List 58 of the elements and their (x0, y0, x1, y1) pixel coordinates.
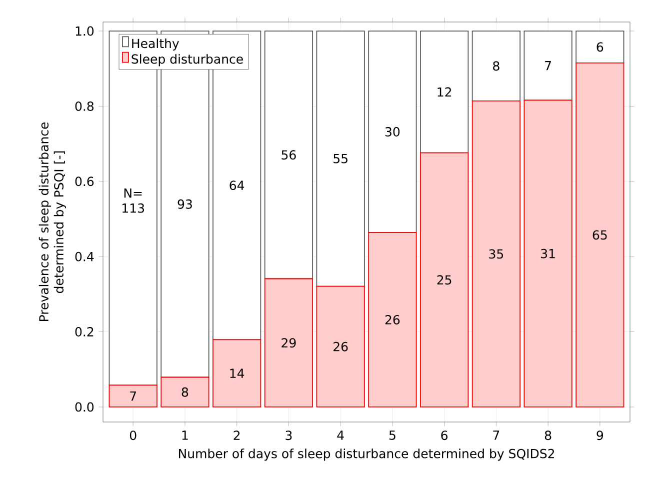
bar (420, 30, 469, 154)
annotation: 25 (437, 275, 452, 285)
bar (472, 100, 520, 408)
bar (576, 62, 624, 408)
annotation: 7 (545, 61, 551, 70)
bar (524, 30, 572, 101)
bar (160, 376, 210, 408)
annotation: 35 (489, 249, 504, 259)
bar (420, 152, 469, 408)
bar (264, 278, 314, 408)
bar (316, 30, 365, 287)
x-tick-label: 3 (286, 430, 292, 440)
y-tick-label: 1.0 (76, 26, 94, 36)
bar (316, 286, 365, 408)
annotation: 26 (334, 342, 348, 352)
bar (108, 384, 158, 408)
annotation: 30 (385, 127, 400, 136)
x-tick-label: 7 (493, 430, 500, 440)
y-tick-label: 0.8 (75, 101, 94, 111)
bar (472, 30, 520, 102)
legend-label: Healthy (132, 38, 179, 51)
bar (524, 100, 572, 408)
bar (368, 232, 417, 408)
annotation: 8 (493, 61, 500, 71)
annotation: 31 (541, 248, 555, 258)
x-tick-label: 8 (544, 430, 552, 440)
annotation: 64 (230, 180, 244, 190)
x-tick-label: 9 (596, 430, 604, 440)
bar (368, 30, 417, 233)
annotation: 7 (130, 391, 136, 401)
x-tick-label: 2 (234, 430, 240, 440)
legend-label: Sleep disturbance (132, 54, 243, 66)
y-tick-label: 0.6 (75, 176, 94, 186)
annotation: 113 (122, 203, 144, 213)
annotation: 8 (182, 387, 188, 397)
x-axis-title: Number of days of sleep disturbance determined by SQIDS2 (178, 448, 554, 461)
annotation: 65 (592, 230, 607, 240)
annotation: N= (124, 188, 142, 198)
y-tick-label: 0.4 (75, 252, 94, 262)
bar (576, 30, 624, 64)
x-tick-label: 4 (337, 430, 344, 440)
annotation: 55 (334, 154, 348, 164)
x-tick-label: 5 (389, 430, 396, 440)
annotation: 6 (596, 42, 604, 52)
x-tick-label: 0 (130, 430, 136, 440)
bar (212, 339, 262, 408)
y-tick-label: 0.0 (75, 402, 94, 412)
annotation: 93 (178, 199, 192, 209)
annotation: 12 (438, 87, 452, 97)
y-tick-label: 0.2 (75, 327, 94, 336)
bar (264, 30, 314, 280)
x-tick-label: 6 (441, 430, 448, 440)
annotation: 56 (282, 150, 296, 160)
annotation: 29 (282, 338, 296, 348)
x-tick-label: 1 (182, 430, 188, 440)
y-axis-title: Prevalence of sleep disturbance determined by PSQI [-] (38, 122, 66, 321)
annotation: 26 (385, 315, 400, 324)
annotation: 14 (230, 368, 244, 378)
